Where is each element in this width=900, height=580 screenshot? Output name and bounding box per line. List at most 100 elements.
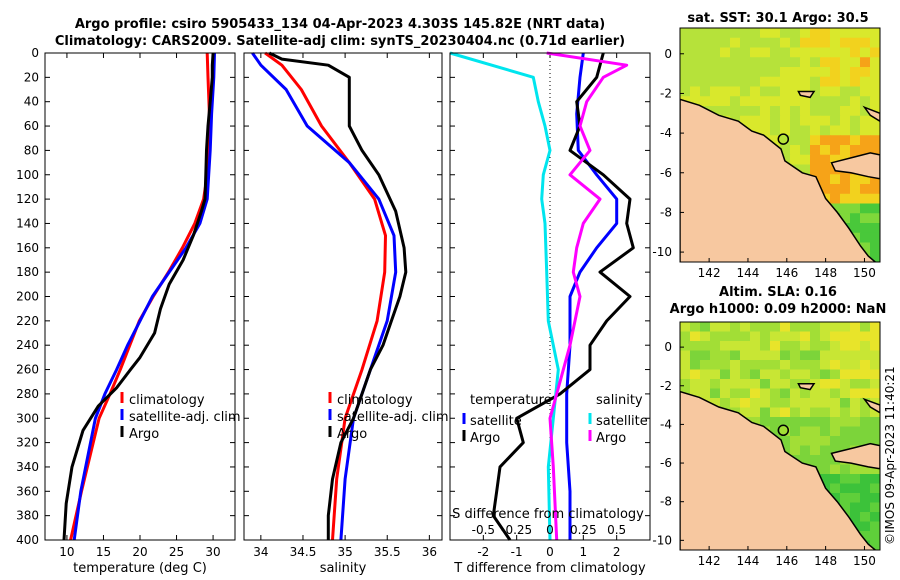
map-cell	[780, 407, 791, 418]
map-cell	[870, 474, 880, 485]
map-cell	[780, 37, 791, 49]
map-cell	[800, 341, 811, 352]
map-cell	[830, 493, 841, 504]
map-cell	[860, 360, 871, 371]
map-cell	[840, 125, 851, 136]
map-cell	[850, 135, 861, 146]
x-axis-label: salinity	[320, 561, 367, 576]
map-cell	[860, 57, 871, 68]
map-cell	[820, 184, 831, 195]
y-tick-label: -4	[660, 126, 672, 140]
legend-label: satellite-adj. clim	[129, 410, 241, 425]
map-cell	[690, 57, 701, 68]
map-cell	[710, 322, 721, 333]
map-cell	[830, 193, 841, 205]
map-cell	[840, 417, 851, 428]
land-new-guinea	[680, 98, 877, 262]
map-cell	[850, 398, 861, 409]
map-cell	[830, 184, 841, 195]
map-cell	[750, 57, 761, 68]
map-cell	[710, 369, 721, 380]
y-tick-label: 140	[16, 216, 39, 230]
y-tick-label: -2	[660, 379, 672, 393]
map-cell	[820, 436, 831, 447]
map-cell	[690, 360, 701, 371]
map-cell	[730, 341, 741, 352]
map-cell	[810, 135, 821, 146]
map-cell	[740, 407, 751, 418]
map-cell	[750, 86, 761, 97]
map-cell	[810, 96, 821, 107]
map-cell	[860, 379, 871, 390]
map-cell	[870, 47, 880, 58]
map-cell	[860, 76, 871, 88]
map-cell	[780, 145, 791, 156]
sla-map-title-line2: Argo h1000: 0.09 h2000: NaN	[670, 302, 887, 317]
map-cell	[760, 96, 771, 107]
map-cell	[820, 154, 831, 166]
map-cell	[720, 76, 731, 88]
map-cell	[710, 37, 721, 49]
map-cell	[820, 47, 831, 58]
map-cell	[780, 341, 791, 352]
map-cell	[840, 106, 851, 117]
map-cell	[870, 213, 880, 224]
x-tick-label: 144	[737, 554, 760, 568]
map-cell	[810, 164, 821, 175]
temperature-panel: 0 20 40 60 80 100 120 140 160 180 200 220 240 260 280 3…	[16, 46, 241, 576]
series-line-satellite-adj-clim	[251, 52, 398, 541]
map-cell	[860, 502, 871, 513]
map-cell	[860, 203, 871, 214]
y-tick-label: -6	[660, 166, 672, 180]
map-cell	[850, 464, 861, 475]
map-cell	[850, 193, 861, 205]
map-cell	[760, 86, 771, 97]
map-cell	[820, 76, 831, 88]
map-cell	[760, 379, 771, 390]
map-cell	[870, 436, 880, 447]
land-new-ireland	[862, 105, 880, 123]
legend-right-label: Argo	[596, 431, 626, 446]
x-tick-label: 30	[205, 545, 220, 559]
map-cell	[830, 203, 841, 214]
map-cell	[770, 47, 781, 58]
map-cell	[820, 67, 831, 78]
map-cell	[720, 47, 731, 58]
map-cell	[840, 67, 851, 78]
map-cell	[810, 379, 821, 390]
map-cell	[690, 331, 701, 342]
map-cell	[840, 379, 851, 390]
map-cell	[860, 223, 871, 234]
map-cell	[810, 28, 821, 39]
map-cell	[820, 341, 831, 352]
map-cell	[830, 37, 841, 49]
map-cell	[870, 242, 880, 253]
map-cell	[790, 76, 801, 88]
map-cell	[800, 135, 811, 146]
float-marker	[777, 133, 790, 145]
map-cell	[840, 37, 851, 49]
map-cell	[700, 360, 711, 371]
map-cell	[810, 67, 821, 78]
map-cell	[830, 57, 841, 68]
map-cell	[810, 398, 821, 409]
map-cell	[830, 76, 841, 88]
x-tick-label: 150	[853, 554, 876, 568]
map-cell	[710, 96, 721, 107]
map-cell	[830, 135, 841, 146]
map-cell	[760, 76, 771, 88]
map-cell	[830, 47, 841, 58]
x-tick-label: 2	[613, 545, 621, 559]
map-cell	[780, 436, 791, 447]
x-tick-label: 34.5	[290, 545, 317, 559]
legend-label: climatology	[337, 393, 413, 408]
map-cell	[810, 388, 821, 399]
map-cell	[850, 37, 861, 49]
map-cell	[730, 331, 741, 342]
x-tick-label: 34	[253, 545, 268, 559]
map-cell	[790, 145, 801, 156]
x-tick-label: 150	[853, 266, 876, 280]
map-cell	[770, 135, 781, 146]
y-tick-label: 160	[16, 241, 39, 255]
